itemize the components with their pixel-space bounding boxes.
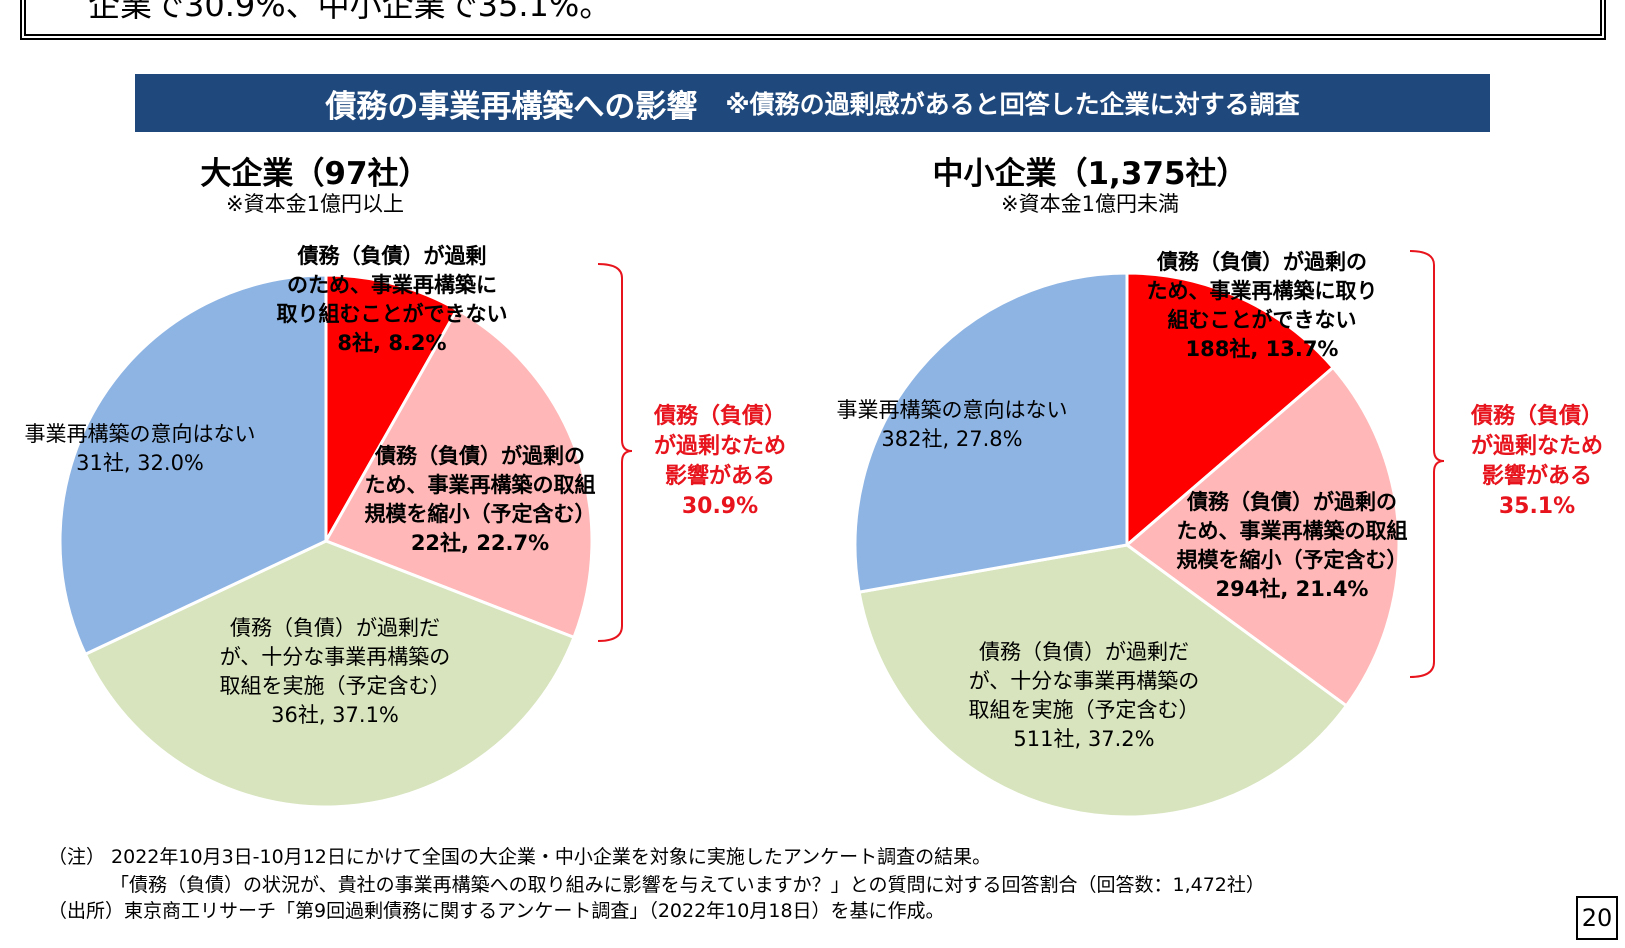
label-large-slice-2: 債務（負債）が過剰だ が、十分な事業再構築の 取組を実施（予定含む） 36社, 37.… — [219, 616, 451, 727]
pie-large — [58, 273, 594, 809]
label-small-slice-1: 債務（負債）が過剰の ため、事業再構築の取組 規模を縮小（予定含む） 294社, 21… — [1176, 490, 1408, 601]
pie-small-slice-0 — [1125, 271, 1336, 549]
bracket-small — [1409, 250, 1445, 678]
summary-text: 企業で30.9%、中小企業で35.1%。 — [88, 0, 612, 24]
banner-title: 債務の事業再構築への影響 — [325, 88, 698, 125]
pie-large-slice-0 — [324, 273, 460, 547]
source-line: （出所）東京商工リサーチ「第9回過剰債務に関するアンケート調査」（2022年10… — [48, 900, 945, 922]
bracket-large — [597, 263, 633, 642]
section-banner: 債務の事業再構築への影響 ※債務の過剰感があると回答した企業に対する調査 — [135, 74, 1490, 132]
pie-small — [853, 271, 1401, 819]
note-line-1: （注） 2022年10月3日-10月12日にかけて全国の大企業・中小企業を対象に… — [48, 846, 992, 868]
note-line-2: 「債務（負債）の状況が、貴社の事業再構築への取り組みに影響を与えていますか？」と… — [110, 874, 1265, 896]
label-large-slice-1: 債務（負債）が過剰の ため、事業再構築の取組 規模を縮小（予定含む） 22社, 22.… — [364, 444, 596, 555]
label-large-slice-3: 事業再構築の意向はない 31社, 32.0% — [24, 422, 256, 475]
label-large-slice-0: 債務（負債）が過剰 のため、事業再構築に 取り組むことができない 8社, 8.2% — [276, 244, 508, 355]
label-small-slice-2: 債務（負債）が過剰だ が、十分な事業再構築の 取組を実施（予定含む） 511社, 37… — [968, 640, 1200, 751]
chart-subtitle-small: ※資本金1億円未満 — [1001, 192, 1179, 216]
chart-title-small: 中小企業（1,375社） — [932, 156, 1248, 192]
banner-note: ※債務の過剰感があると回答した企業に対する調査 — [725, 90, 1300, 119]
bracket-label-small: 債務（負債） が過剰なため 影響がある 35.1% — [1470, 404, 1603, 519]
label-small-slice-3: 事業再構築の意向はない 382社, 27.8% — [836, 398, 1068, 451]
chart-title-large: 大企業（97社） — [200, 156, 430, 192]
pie-small-slice-1 — [1124, 365, 1401, 708]
pie-large-slice-1 — [323, 307, 594, 640]
pie-small-slice-2 — [857, 543, 1349, 819]
bracket-label-large: 債務（負債） が過剰なため 影響がある 30.9% — [653, 404, 786, 519]
chart-subtitle-large: ※資本金1億円以上 — [226, 192, 404, 216]
pie-large-slice-3 — [58, 273, 328, 657]
summary-box: 企業で30.9%、中小企業で35.1%。 — [24, 0, 1602, 36]
pie-small-slice-3 — [853, 271, 1129, 594]
pie-large-slice-2 — [83, 539, 576, 809]
page-number: 20 — [1576, 896, 1618, 940]
label-small-slice-0: 債務（負債）が過剰の ため、事業再構築に取り 組むことができない 188社, 13.7… — [1146, 250, 1378, 361]
